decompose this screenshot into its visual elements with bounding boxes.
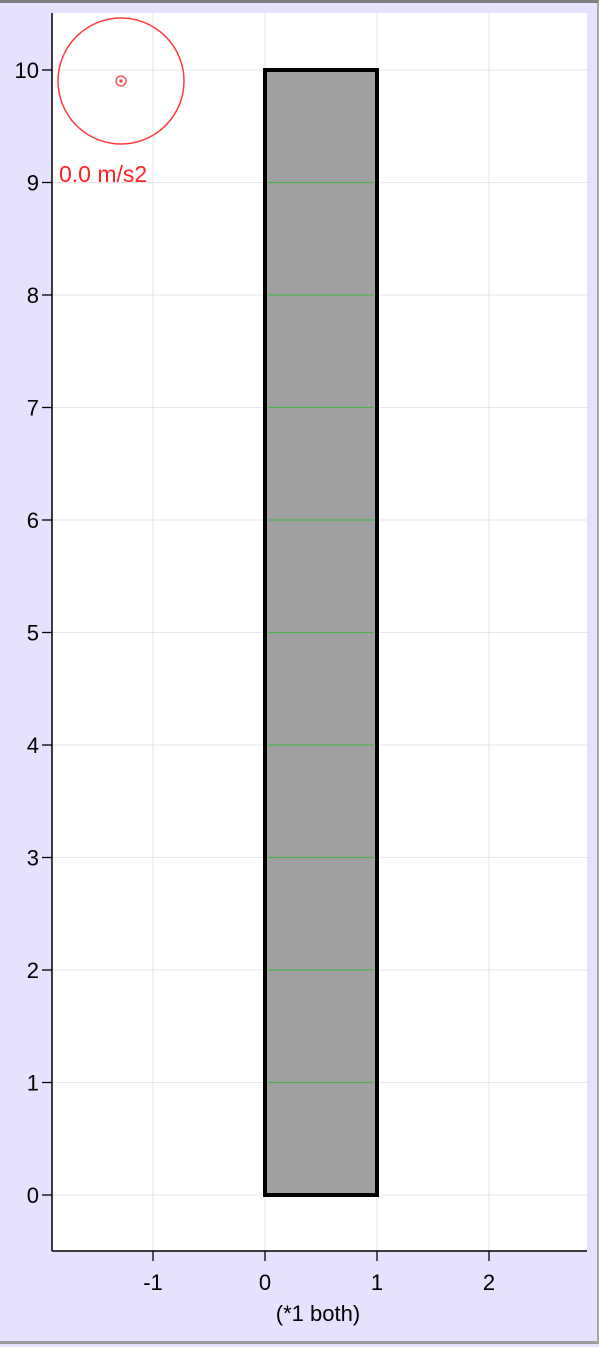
y-tick-label: 4 (27, 733, 39, 758)
x-tick-label: 0 (259, 1270, 271, 1295)
x-axis-caption: (*1 both) (276, 1301, 360, 1326)
y-tick-label: 5 (27, 621, 39, 646)
accelerometer-ring (57, 17, 185, 145)
y-tick-label: 7 (27, 396, 39, 421)
beam[interactable] (263, 68, 379, 1197)
beam-outline (263, 68, 379, 1197)
x-tick-label: 2 (483, 1270, 495, 1295)
accelerometer-gauge: 0.0 m/s2 (57, 17, 185, 187)
accelerometer-readout: 0.0 m/s2 (59, 161, 147, 187)
x-tick-label: -1 (143, 1270, 163, 1295)
y-tick-label: 0 (27, 1183, 39, 1208)
y-tick-label: 10 (15, 58, 39, 83)
plot-canvas[interactable]: 0 1 2 3 4 5 6 7 8 9 10 -1 0 1 2 0.0 m/s2 (*1 both) (0, 3, 599, 1347)
y-tick-label: 6 (27, 508, 39, 533)
y-tick-label: 3 (27, 846, 39, 871)
y-tick-label: 2 (27, 958, 39, 983)
y-tick-label: 8 (27, 283, 39, 308)
y-tick-label: 9 (27, 171, 39, 196)
y-tick-label: 1 (27, 1071, 39, 1096)
axes: 0 1 2 3 4 5 6 7 8 9 10 -1 0 1 2 (15, 13, 587, 1295)
accelerometer-dot-inner (119, 79, 123, 83)
accelerometer-dot-outer (115, 75, 127, 87)
x-tick-label: 1 (371, 1270, 383, 1295)
